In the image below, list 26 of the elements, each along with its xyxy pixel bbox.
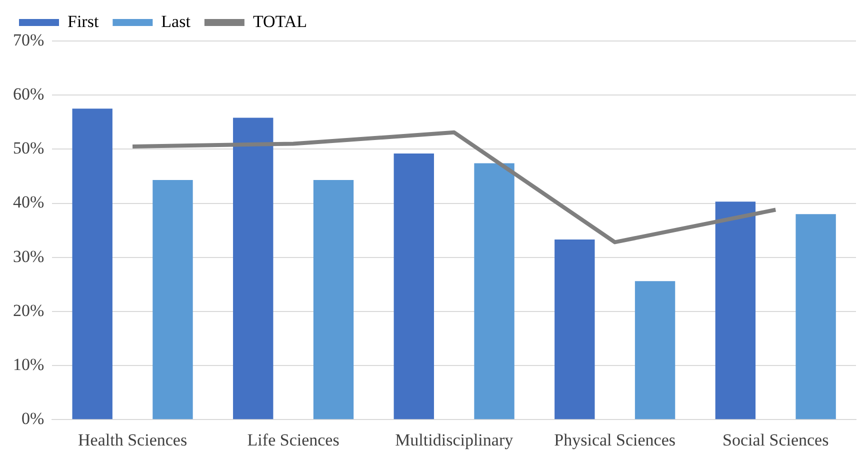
x-tick-label: Social Sciences [722, 430, 829, 450]
bar [554, 239, 595, 420]
bar [634, 281, 676, 420]
bar [72, 108, 112, 420]
y-tick-label: 60% [12, 84, 44, 104]
y-tick-label: 70% [12, 30, 44, 50]
legend-label: Last [161, 12, 191, 31]
y-tick-label: 0% [21, 409, 44, 428]
bar [715, 202, 756, 420]
y-tick-label: 50% [12, 138, 44, 158]
bar [233, 118, 274, 420]
y-tick-label: 10% [12, 354, 44, 374]
x-tick-label: Health Sciences [78, 430, 188, 450]
x-tick-label: Life Sciences [247, 430, 340, 450]
bar [152, 180, 193, 420]
bar [474, 163, 514, 420]
bar [313, 180, 354, 420]
x-tick-label: Physical Sciences [554, 430, 676, 450]
x-tick-label: Multidisciplinary [395, 430, 514, 450]
legend-label: First [68, 12, 99, 31]
y-tick-label: 30% [12, 246, 44, 266]
y-tick-label: 20% [12, 300, 44, 320]
legend-label: TOTAL [252, 12, 307, 31]
bar [796, 214, 836, 420]
y-tick-label: 40% [12, 192, 44, 212]
bar [394, 154, 434, 420]
